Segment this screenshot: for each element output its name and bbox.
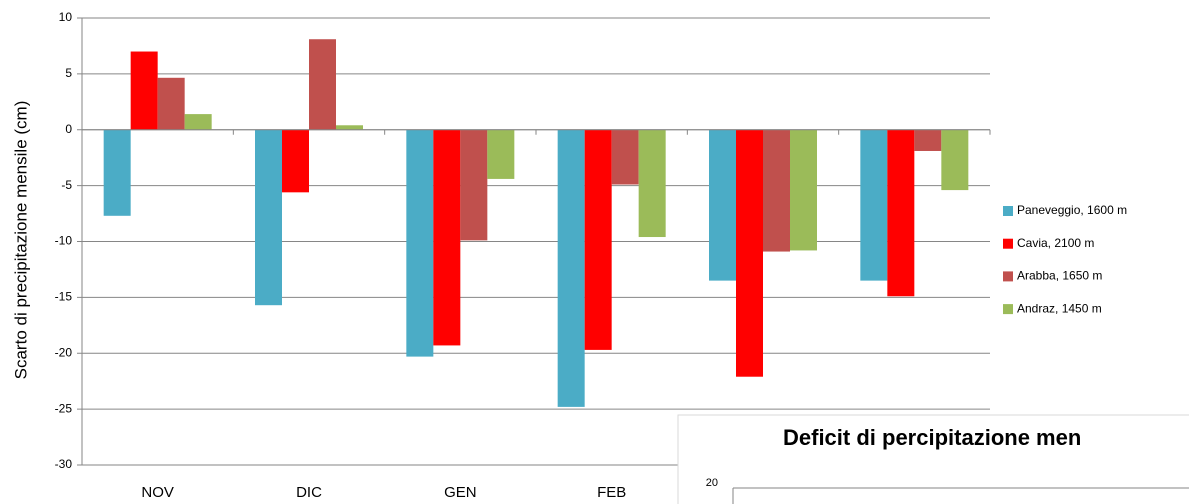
bar xyxy=(309,39,336,130)
legend-label: Andraz, 1450 m xyxy=(1017,301,1102,315)
bar xyxy=(282,129,309,193)
bar xyxy=(406,129,434,357)
y-tick-label: -5 xyxy=(61,178,72,192)
bar xyxy=(557,129,585,407)
bar xyxy=(433,129,461,346)
bar xyxy=(487,129,515,179)
bar xyxy=(460,129,488,241)
bar xyxy=(103,129,131,216)
bar xyxy=(130,51,158,130)
bar xyxy=(336,125,363,130)
y-axis-label: Scarto di precipitazione mensile (cm) xyxy=(11,101,30,380)
bar xyxy=(790,129,817,251)
bar xyxy=(611,129,639,185)
bar xyxy=(157,77,185,130)
bar xyxy=(860,129,888,281)
bar xyxy=(584,129,612,350)
x-tick-label: FEB xyxy=(597,484,626,501)
legend-swatch xyxy=(1003,238,1013,249)
y-tick-label: -30 xyxy=(55,457,73,471)
legend-swatch xyxy=(1003,271,1013,282)
panel xyxy=(677,414,1189,504)
legend-label: Cavia, 2100 m xyxy=(1017,236,1094,250)
y-tick-label: 5 xyxy=(65,66,72,80)
bar xyxy=(887,129,915,297)
chart-title: Deficit di percipitazione men xyxy=(783,425,1081,450)
bar xyxy=(255,129,282,306)
y-tick-label: -15 xyxy=(55,290,73,304)
legend-label: Arabba, 1650 m xyxy=(1017,269,1102,283)
y-tick-label: -20 xyxy=(55,345,73,359)
legend-swatch xyxy=(1003,304,1013,315)
y-tick-label: 0 xyxy=(65,122,72,136)
y-tick-label: -10 xyxy=(55,234,73,248)
bar xyxy=(736,129,763,377)
bar xyxy=(709,129,736,281)
bar xyxy=(638,129,666,238)
legend-swatch xyxy=(1003,206,1013,216)
bar xyxy=(763,129,790,252)
y-tick-label: 10 xyxy=(59,10,73,24)
y-tick-label: 20 xyxy=(706,477,718,489)
bar xyxy=(914,129,942,151)
y-tick-label: -25 xyxy=(55,401,73,415)
bar xyxy=(941,129,969,191)
x-tick-label: DIC xyxy=(296,484,322,501)
legend-label: Paneveggio, 1600 m xyxy=(1017,203,1127,217)
bar xyxy=(184,114,212,130)
x-tick-label: GEN xyxy=(444,484,477,501)
x-tick-label: NOV xyxy=(141,484,174,501)
